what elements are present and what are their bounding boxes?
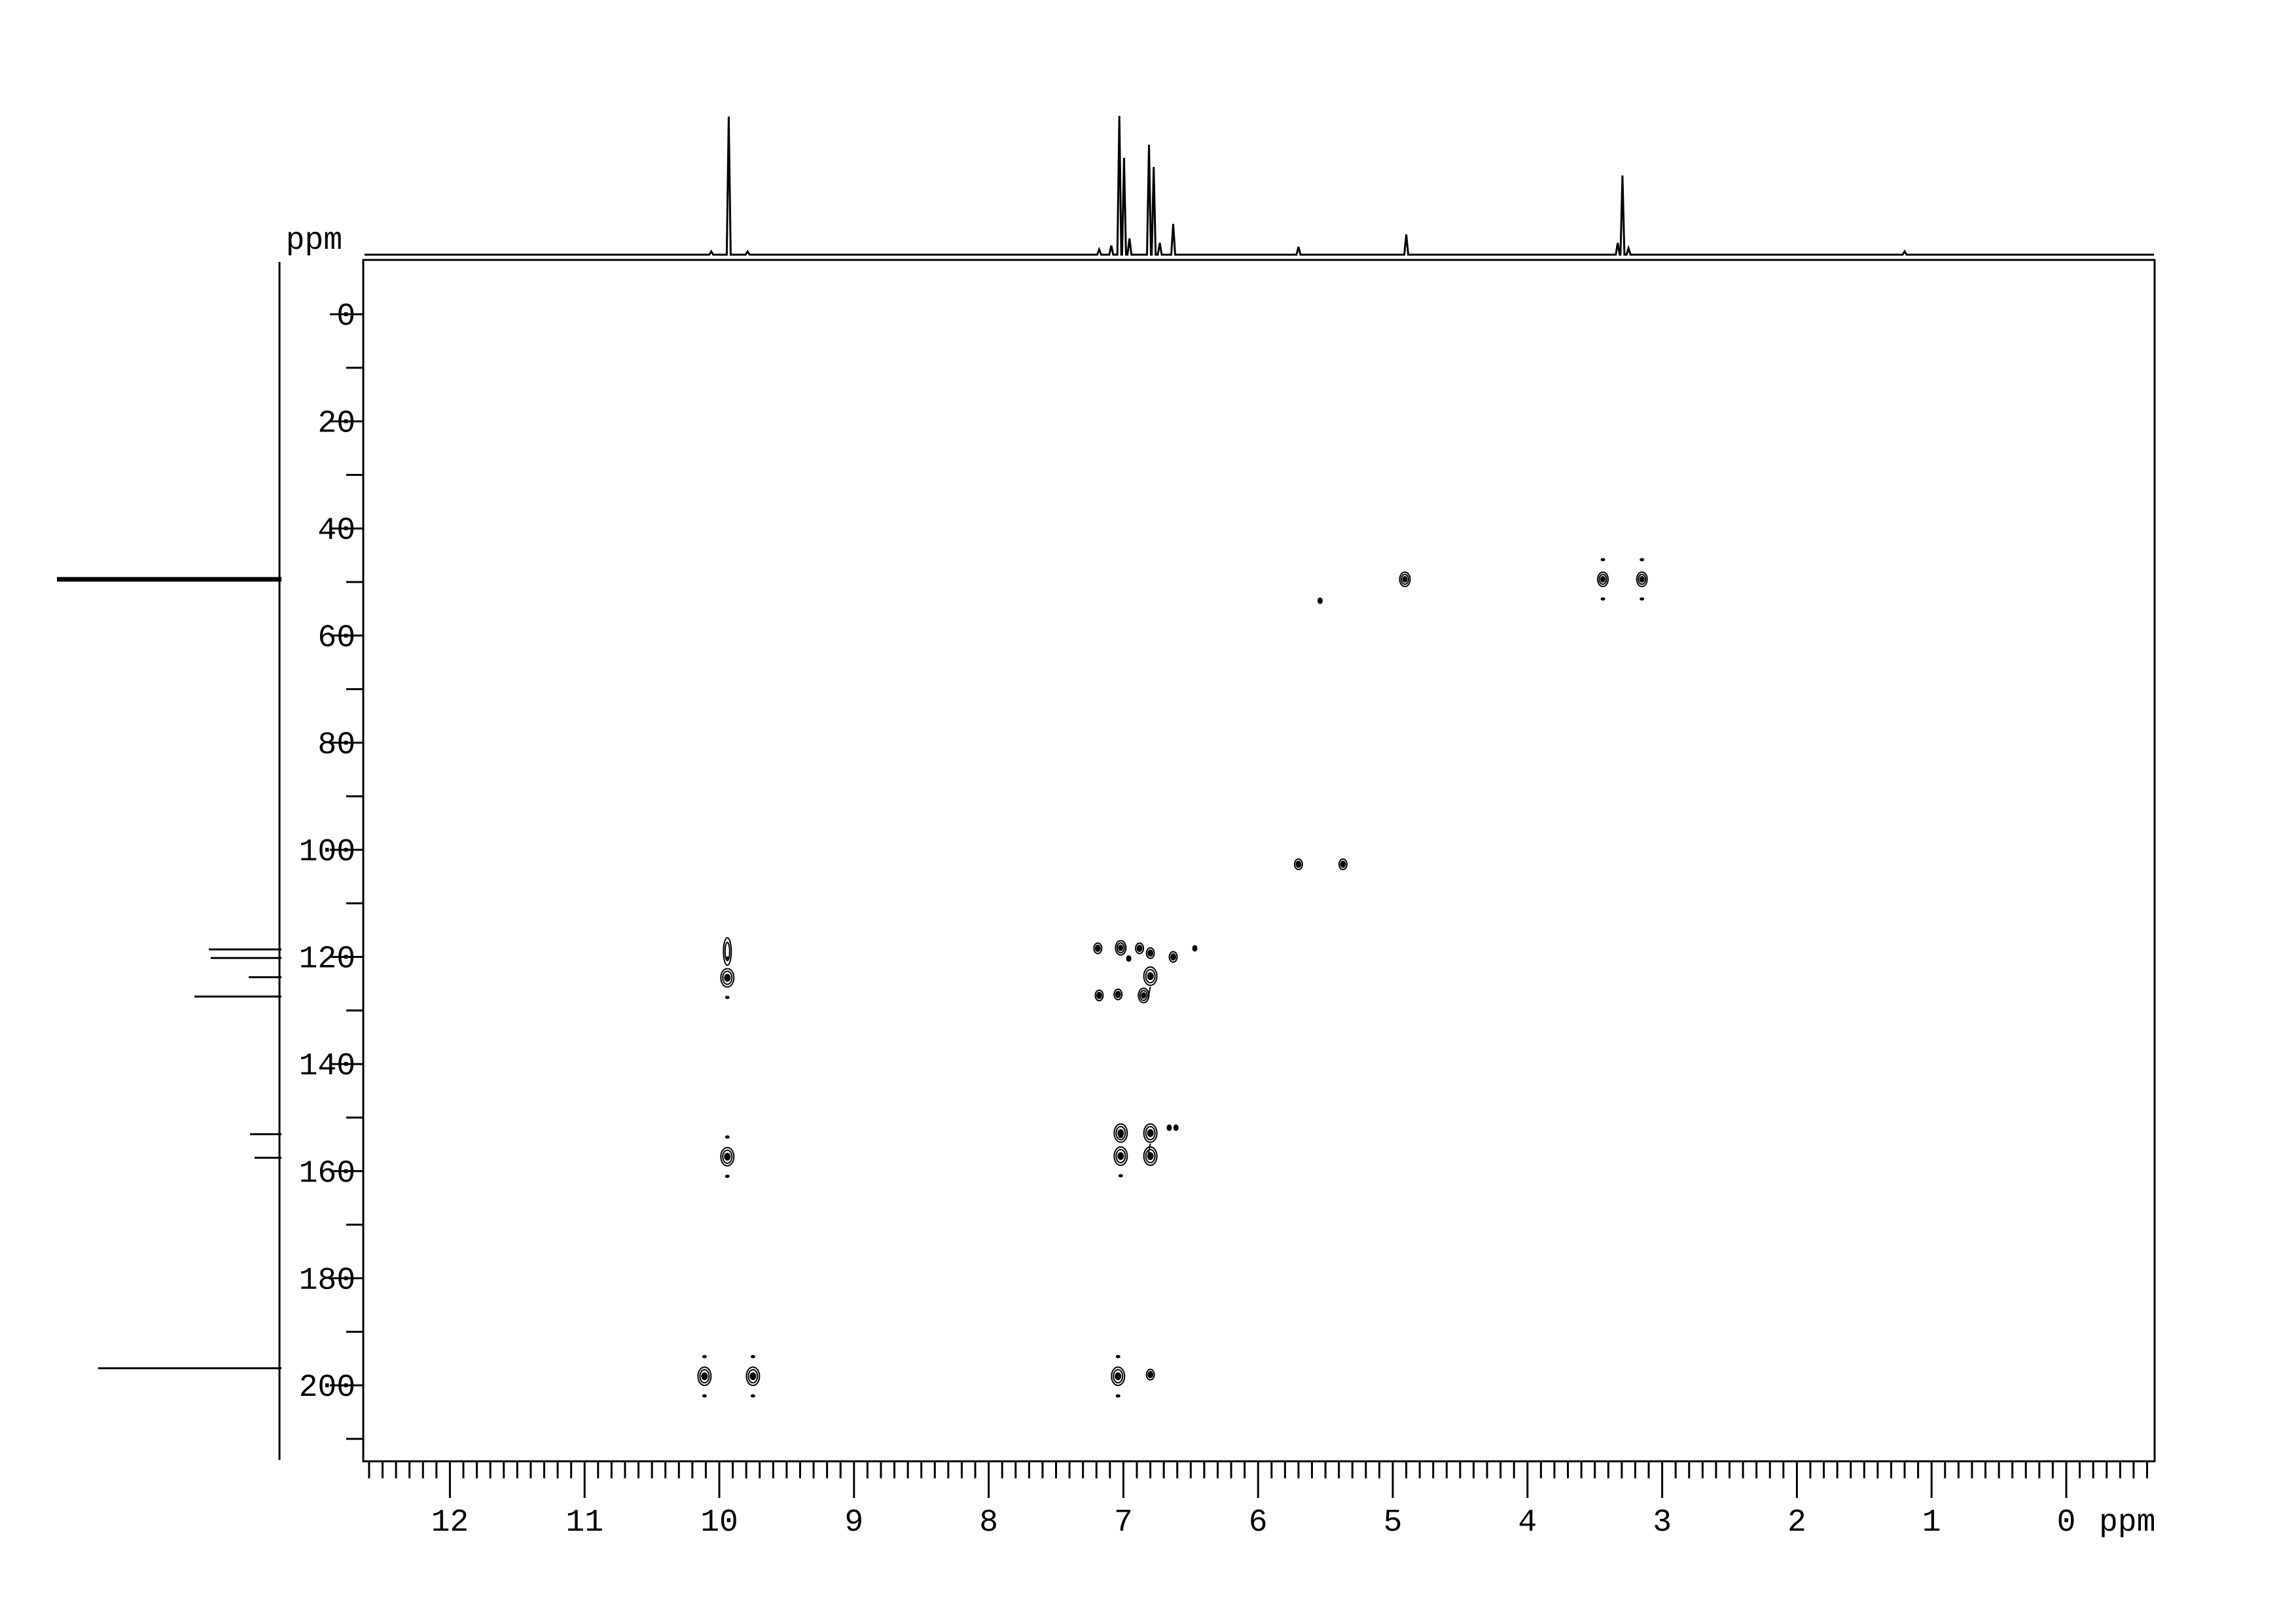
f2-tick-label: 10 bbox=[700, 1505, 738, 1541]
t1-satellite bbox=[1118, 1174, 1123, 1178]
carbon-spectrum-trace bbox=[57, 262, 281, 1460]
f2-axis-ticks: 12 11 10 9 8 7 6 5 4 3 2 1 0 bbox=[368, 1461, 2148, 1541]
proton-spectrum-trace bbox=[365, 115, 2154, 256]
cross-peak bbox=[1317, 597, 1323, 604]
cross-peak bbox=[1126, 955, 1132, 962]
plot-frame bbox=[362, 259, 2156, 1463]
cross-peak bbox=[1094, 989, 1104, 1002]
f2-tick-label: 8 bbox=[979, 1505, 998, 1541]
cross-peak bbox=[1293, 858, 1303, 871]
f1-tick-label: 40 bbox=[317, 513, 355, 549]
t1-satellite bbox=[750, 1355, 755, 1359]
contour-tail bbox=[1147, 1143, 1151, 1154]
f2-tick-label: 7 bbox=[1114, 1505, 1133, 1541]
f1-tick-label: 180 bbox=[299, 1263, 355, 1298]
cross-peak bbox=[1111, 1355, 1126, 1398]
t1-satellite bbox=[725, 996, 730, 999]
cross-peak bbox=[1166, 1124, 1172, 1131]
cross-peak bbox=[1113, 1123, 1128, 1143]
f2-tick-label: 9 bbox=[844, 1505, 863, 1541]
cross-peak bbox=[1399, 571, 1411, 587]
contour-plot bbox=[697, 558, 1648, 1398]
t1-satellite bbox=[725, 1175, 730, 1178]
f1-tick-label: 120 bbox=[299, 942, 355, 977]
t1-satellite bbox=[702, 1355, 707, 1359]
cross-peak bbox=[1597, 558, 1609, 601]
cross-peak bbox=[1168, 951, 1178, 963]
cross-peak bbox=[1143, 1146, 1158, 1166]
f2-tick-label: 0 bbox=[2057, 1505, 2076, 1541]
t1-satellite bbox=[702, 1394, 707, 1398]
cross-peak bbox=[1145, 1368, 1155, 1381]
f1-tick-label: 60 bbox=[317, 621, 355, 656]
f2-tick-label: 2 bbox=[1787, 1505, 1806, 1541]
t1-satellite bbox=[1640, 558, 1645, 562]
cross-peak bbox=[1143, 966, 1158, 998]
f2-tick-label: 3 bbox=[1653, 1505, 1672, 1541]
plot-content: 12 11 10 9 8 7 6 5 4 3 2 1 0020406080100120140160180… bbox=[57, 115, 2156, 1541]
f1-tick-label: 100 bbox=[299, 835, 355, 870]
f2-axis-unit-label: ppm bbox=[2099, 1505, 2155, 1541]
f2-tick-label: 12 bbox=[431, 1505, 469, 1541]
f2-tick-label: 4 bbox=[1518, 1505, 1537, 1541]
t1-satellite bbox=[1600, 558, 1605, 562]
cross-peak bbox=[1093, 942, 1103, 955]
cross-peak bbox=[1115, 939, 1127, 956]
cross-peak bbox=[1145, 947, 1155, 959]
cross-peak bbox=[720, 1135, 735, 1178]
t1-satellite bbox=[1640, 597, 1645, 601]
f2-tick-label: 11 bbox=[565, 1505, 603, 1541]
f1-tick-label: 20 bbox=[317, 407, 355, 442]
f2-tick-label: 6 bbox=[1249, 1505, 1268, 1541]
f1-tick-label: 200 bbox=[299, 1370, 355, 1406]
f1-axis-ticks: 0 20 40 60 80 100 120 140 160 180 200 bbox=[299, 299, 363, 1440]
f1-tick-label: 80 bbox=[317, 727, 355, 763]
cross-peak bbox=[720, 957, 735, 999]
f1-tick-label: 0 bbox=[336, 299, 355, 335]
t1-satellite bbox=[1600, 597, 1605, 601]
cross-peak bbox=[723, 937, 732, 966]
proton-trace-path bbox=[365, 115, 2154, 256]
f1-tick-label: 140 bbox=[299, 1049, 355, 1084]
cross-peak bbox=[1143, 1123, 1158, 1154]
t1-satellite bbox=[1115, 1394, 1121, 1398]
cross-peak bbox=[1113, 988, 1123, 1000]
cross-peak bbox=[1113, 1135, 1128, 1178]
t1-satellite bbox=[725, 957, 730, 960]
f1-tick-label: 160 bbox=[299, 1156, 355, 1192]
cross-peak bbox=[1636, 558, 1648, 601]
cross-peak bbox=[1173, 1124, 1179, 1131]
cross-peak bbox=[1192, 945, 1198, 952]
cross-peak bbox=[1138, 987, 1150, 1004]
cross-peak bbox=[697, 1355, 712, 1398]
t1-satellite bbox=[1115, 1355, 1121, 1359]
t1-satellite bbox=[725, 1135, 730, 1139]
cross-peak bbox=[745, 1355, 761, 1398]
f2-tick-label: 5 bbox=[1384, 1505, 1403, 1541]
cross-peak bbox=[1338, 858, 1348, 871]
t1-satellite bbox=[1118, 1135, 1123, 1139]
t1-satellite bbox=[750, 1394, 755, 1398]
cross-peak bbox=[1135, 942, 1145, 955]
f2-tick-label: 1 bbox=[1922, 1505, 1941, 1541]
f1-axis-unit-label: ppm bbox=[286, 223, 342, 259]
